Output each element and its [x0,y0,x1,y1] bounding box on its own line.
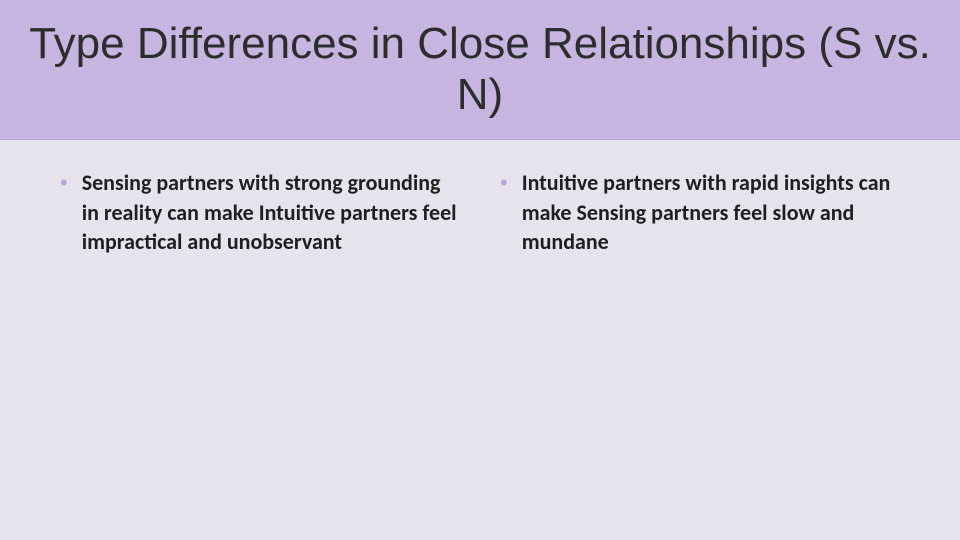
title-band: Type Differences in Close Relationships … [0,0,960,140]
content-area: • Sensing partners with strong grounding… [0,140,960,257]
bullet-text: Sensing partners with strong grounding i… [82,168,460,257]
list-item: • Sensing partners with strong grounding… [60,168,460,257]
bullet-icon: • [60,168,68,198]
bullet-icon: • [500,168,508,198]
bullet-text: Intuitive partners with rapid insights c… [522,168,900,257]
right-column: • Intuitive partners with rapid insights… [500,168,900,257]
slide-title: Type Differences in Close Relationships … [0,19,960,120]
left-column: • Sensing partners with strong grounding… [60,168,460,257]
list-item: • Intuitive partners with rapid insights… [500,168,900,257]
